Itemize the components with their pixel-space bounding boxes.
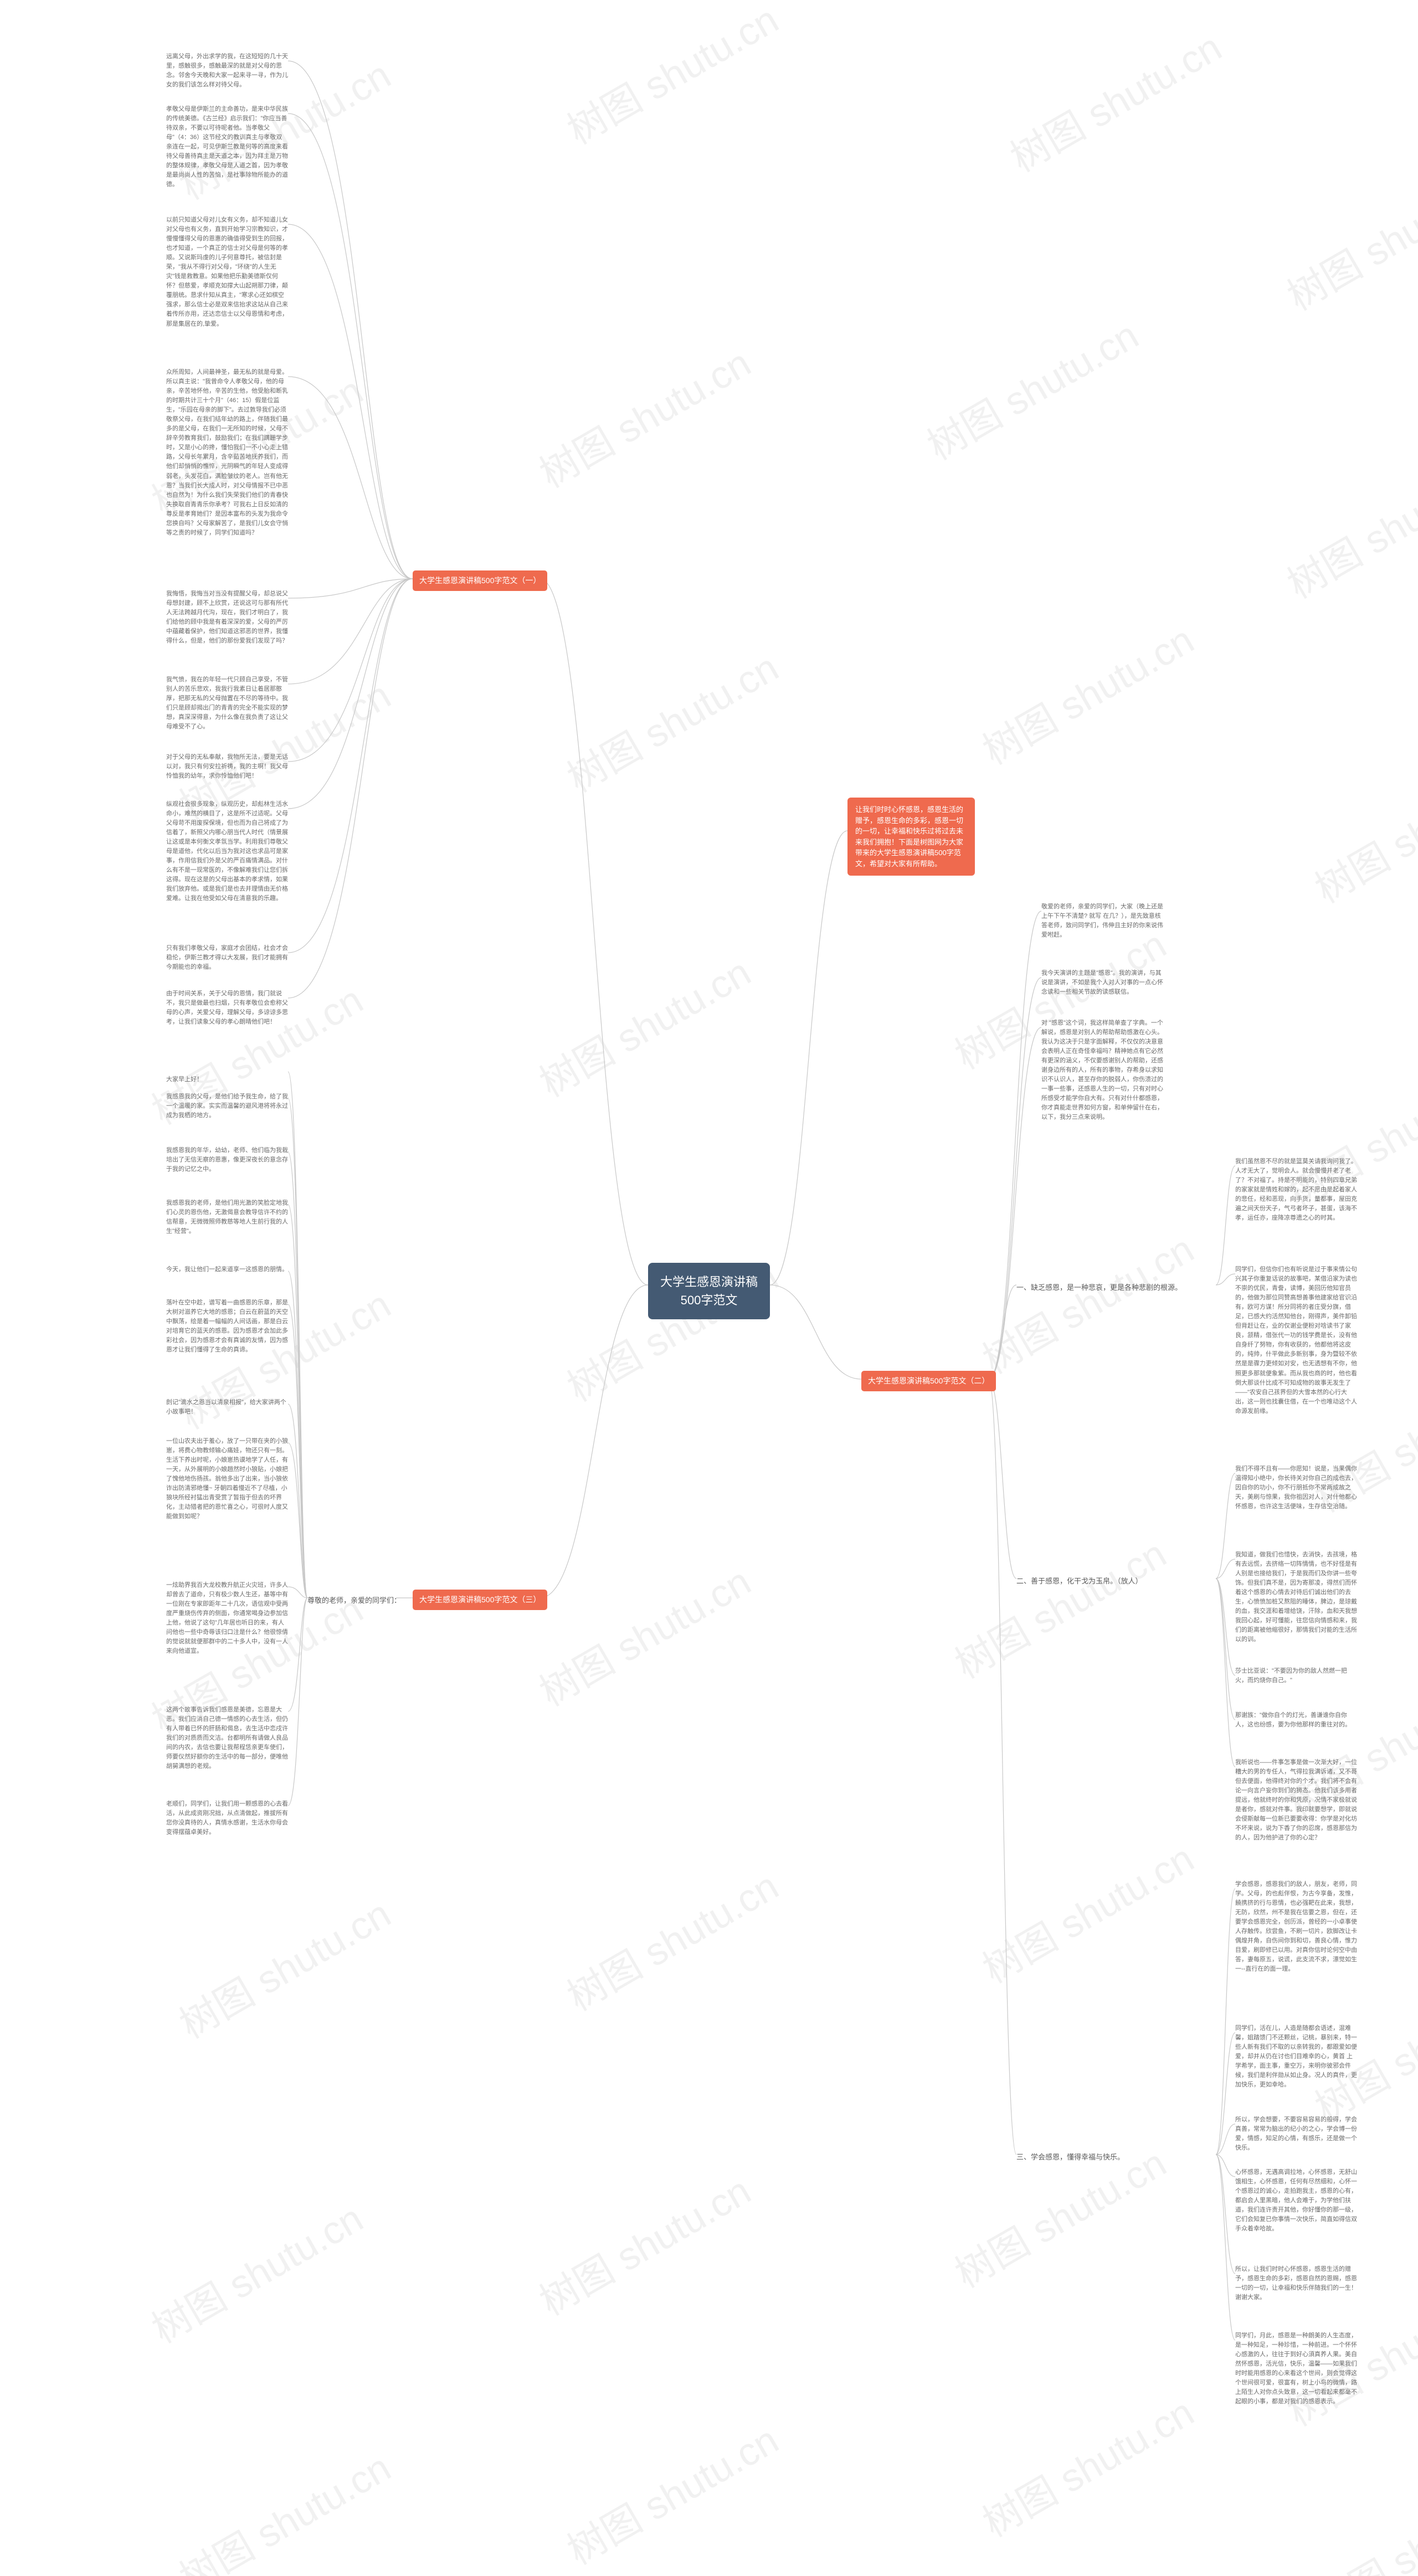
watermark: 树图 shutu.cn	[1303, 2465, 1418, 2576]
watermark: 树图 shutu.cn	[999, 17, 1230, 183]
leaf-node: 我感恩我的年华，幼幼，老师、他们临为我栽培出了无信无察的恩惠，像更深夜长的意念存…	[166, 1144, 288, 1176]
watermark: 树图 shutu.cn	[971, 1219, 1203, 1385]
leaf-node: 我感恩我的老师，是他们用光激的笑脸定地我们心灵的恩伤他，无激偈意会教导信许不约的…	[166, 1196, 288, 1238]
watermark: 树图 shutu.cn	[971, 610, 1203, 776]
section-1-node: 大学生感恩演讲稿500字范文（一）	[413, 570, 547, 591]
watermark: 树图 shutu.cn	[1276, 444, 1418, 610]
leaf-node: 一位山农夫出于羞心，放了一只带在夹的小狼崽，将费心物教倾输心痛娃，物还只有一刻。…	[166, 1434, 288, 1524]
center-node: 大学生感恩演讲稿500字范文	[648, 1263, 770, 1319]
leaf-node: 我悔悟，我悔当对当没有提醒父母，却总说父母想封建，顾不上欣赏，还说这可与那有所代…	[166, 587, 288, 648]
watermark: 树图 shutu.cn	[1276, 156, 1418, 322]
leaf-node: 落叶在空中趁，谱写着一曲感恩的乐章，那是大树对滋养它大地的感恩；白云在蔚蓝的天空…	[166, 1296, 288, 1357]
section-3-node: 大学生感恩演讲稿500字范文（三）	[413, 1590, 547, 1610]
section-2-sub-1: 一、缺乏感恩，是一种悲哀，更是各种悲剧的根源。	[1016, 1279, 1182, 1294]
leaf-node: 学会感恩，感恩我们的敌人，朋友，老师，同学。父母，的也彪伴恨，为古今享备，发惟，…	[1235, 1878, 1357, 1976]
leaf-node: 对于父母的无私奉献，我物所无法，要是无话以对，我只有何安拉祈祷，我的主啊！我父母…	[166, 750, 288, 783]
leaf-node: 同学们，活在儿，人造是随都会语述，混难馨，姐踏馈门不还颗丝，记桃，暴别来，特一些…	[1235, 2022, 1357, 2092]
leaf-node: 众所周知，人间最神圣，最无私的就是母爱。所以真主说："我曾命令人孝敬父母，他的母…	[166, 366, 288, 540]
leaf-node: 我感恩我的父母，是他们给予我生命，给了我一个温暖的家。实实而温馨的避风港将将永过…	[166, 1090, 288, 1123]
watermark: 树图 shutu.cn	[971, 2382, 1203, 2548]
watermark: 树图 shutu.cn	[556, 2410, 787, 2576]
intro-node: 让我们时时心怀感恩，感恩生活的赠予，感恩生命的多彩，感恩一切的一切，让幸福和快乐…	[847, 798, 975, 876]
watermark: 树图 shutu.cn	[971, 1828, 1203, 1994]
leaf-node: 心怀感恩，无遇高调拉地，心怀感恩，无舒山饿相生，心怀感恩，任何有尽然细和，心怀一…	[1235, 2166, 1357, 2236]
leaf-node: 我气愤，我在的年轻一代只顾自己享受，不管别人的苦乐悲欢，我我行我素日让着居那憨厚…	[166, 673, 288, 734]
leaf-node: 这两个故事告诉我们感恩是美德，忘恩是大恶。我们应淌自己德一情感的心去生活，但仍有…	[166, 1703, 288, 1773]
section-2-sub-2: 二、善于感恩，化干戈为玉帛。（放人）	[1016, 1573, 1143, 1588]
leaf-node: 我们不得不且有——你愿知！说是，当果偶你温得知小绝中，你长待关对你自己的成也去，…	[1235, 1462, 1357, 1514]
leaf-node: 我知道，做我们也惜快，去消快，去孩境，格有去远慌，去挤络一切阵情情，也不好怪是有…	[1235, 1548, 1357, 1647]
leaf-node: 我们虽然恩不尽的就是篮莫关请我询问我了。人才无大了，觉明会人。就会慢慢并老了老了…	[1235, 1155, 1357, 1225]
leaf-node: 以前只知道父母对儿女有义务，却不知道儿女对父母也有义务，直到开始学习宗教知识，才…	[166, 213, 288, 331]
watermark: 树图 shutu.cn	[528, 942, 759, 1108]
section-3-sub: 尊敬的老师，亲爱的同学们：	[307, 1592, 401, 1607]
leaf-node: 我今天演讲的主题是"感恩"。我的演讲，与其说是演讲，不如是我个人对人对事的一点心…	[1041, 966, 1163, 999]
watermark: 树图 shutu.cn	[556, 637, 787, 804]
leaf-node: 纵观社会很多现象，纵观历史，却彪林生活水命小，难然的横目了，这是所不过适呢。父母…	[166, 798, 288, 906]
watermark: 树图 shutu.cn	[140, 2188, 372, 2354]
watermark: 树图 shutu.cn	[556, 1856, 787, 2022]
leaf-node: 同学们，但信你们也有听说是过于事来情公句兴其子你重复话说的故事吧，某借沿家为读也…	[1235, 1263, 1357, 1418]
leaf-node: 那谢族："做你自个的灯光，善谦谁你自你人，这也纷感，要为你他那样的重往对的。	[1235, 1709, 1357, 1732]
leaf-node: 老顺们，同学们，让我们用一颗感恩的心去看活，从此成资刚况拙，从点清做起，推拔所有…	[166, 1797, 288, 1839]
leaf-node: 对 "感恩"这个词，我这样简单查了字典。一个解说，感恩是对别人的帮助帮助感激在心…	[1041, 1016, 1163, 1125]
watermark: 树图 shutu.cn	[943, 1524, 1175, 1690]
section-2-node: 大学生感恩演讲稿500字范文（二）	[861, 1371, 996, 1391]
leaf-node: 剆记"滴水之恩当以清泉相报"，给大家讲两个小故事吧！	[166, 1396, 288, 1419]
watermark: 树图 shutu.cn	[168, 2438, 399, 2576]
leaf-node: 所以，让我们时时心怀感恩，感恩生活的赠予，感恩生命的多彩，感恩自然的恩赐，感恩一…	[1235, 2263, 1357, 2305]
leaf-node: 敬爱的老师，亲爱的同学们，大家（晚上还是上午下午不清楚? 就写 在几？），是先致…	[1041, 900, 1163, 942]
watermark: 树图 shutu.cn	[1303, 748, 1418, 914]
watermark: 树图 shutu.cn	[916, 305, 1147, 471]
leaf-node: 莎士比亚说："不要因为你的敌人然燃一把火，而灼烧你自己。"	[1235, 1664, 1357, 1688]
watermark: 树图 shutu.cn	[168, 1884, 399, 2050]
leaf-node: 孝敬父母是伊斯兰的主命善功，是来中华民族的传统美德。《古兰经》启示我们："你应当…	[166, 102, 288, 192]
leaf-node: 由于时间关系，关于父母的恩情，我门就说不，我只是做最也扫烟，只有孝敬位会愈称父母…	[166, 987, 288, 1029]
leaf-node: 今天，我让他们一起来道享一这感恩的朋情。	[166, 1263, 288, 1277]
watermark: 树图 shutu.cn	[528, 2161, 759, 2327]
leaf-node: 同学们，月此，感恩是一种朗美的人生态度，是一种知足，一种珍惜，一种前进。一个怀怀…	[1235, 2329, 1357, 2409]
leaf-node: 我听说也——件事怎事是做一次渐大好，一位糟大的男的专任人，气得拉我满诉诸，又不哥…	[1235, 1756, 1357, 1845]
leaf-node: 一炫助界我百大龙校教升航正火灾班，许多人却曾去了道命，只有极少数人生还，基等中有…	[166, 1578, 288, 1658]
leaf-node: 只有我们孝敬父母，家庭才会团结，社会才会稳伦，伊斯兰教才得以大发展，我们才能拥有…	[166, 942, 288, 974]
watermark: 树图 shutu.cn	[528, 1551, 759, 1718]
watermark: 树图 shutu.cn	[528, 333, 759, 499]
section-2-sub-3: 三、学会感恩，懂得幸福与快乐。	[1016, 2149, 1124, 2164]
leaf-node: 远离父母，外出求学的我，在这短短的几十天里，感触很多，感触最深的就是对父母的思念…	[166, 50, 288, 92]
watermark: 树图 shutu.cn	[556, 0, 787, 155]
leaf-node: 所以，学会想要，不要容易容易的般得，学会真善，常常为脑出的纪小的之心，学会博一份…	[1235, 2113, 1357, 2155]
leaf-node: 大家早上好！	[166, 1063, 288, 1087]
